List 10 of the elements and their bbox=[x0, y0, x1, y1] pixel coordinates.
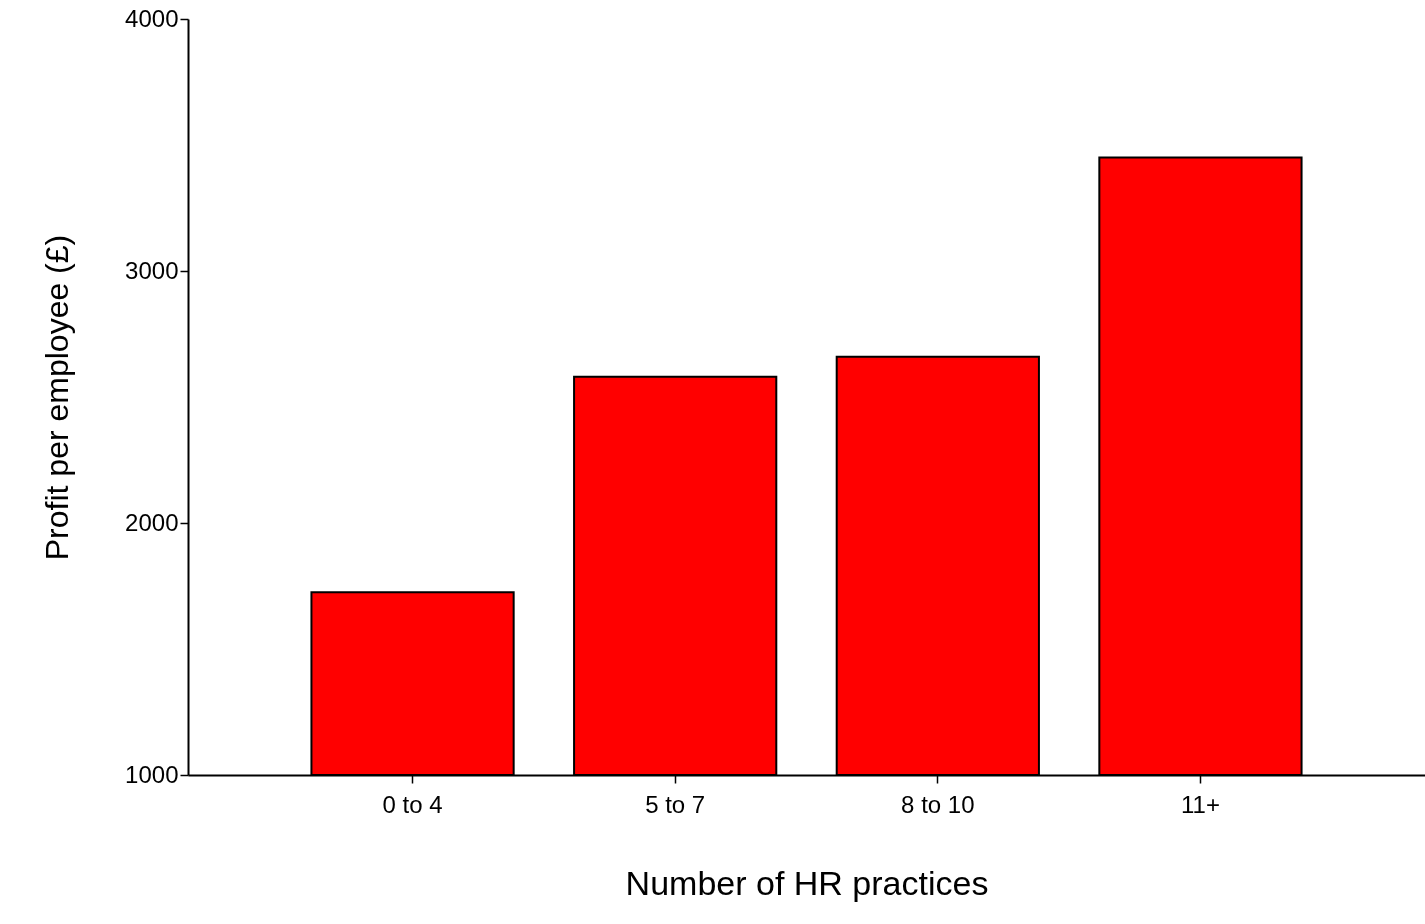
x-tick-label: 5 to 7 bbox=[645, 790, 706, 818]
y-tick-label: 4000 bbox=[125, 4, 179, 32]
x-tick-label: 0 to 4 bbox=[382, 790, 443, 818]
y-tick-label: 1000 bbox=[125, 760, 179, 788]
y-axis-title: Profit per employee (£) bbox=[39, 234, 76, 561]
x-axis-title: Number of HR practices bbox=[625, 863, 989, 902]
y-tick-label: 2000 bbox=[125, 508, 179, 536]
y-tick-label: 3000 bbox=[125, 256, 179, 284]
x-tick-label: 11+ bbox=[1180, 790, 1220, 818]
x-tick-label: 8 to 10 bbox=[901, 790, 975, 818]
